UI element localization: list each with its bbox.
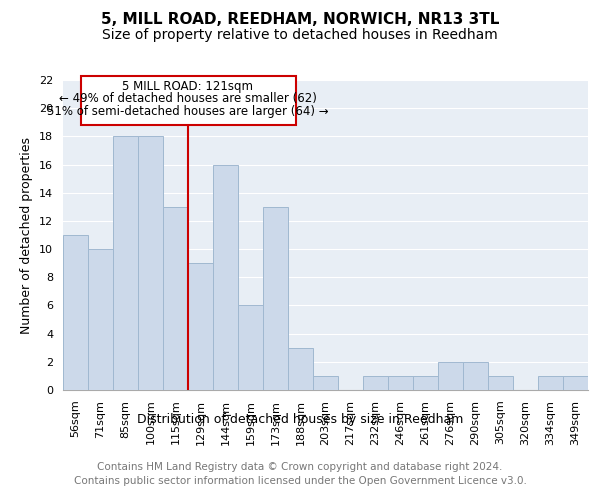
Text: Contains public sector information licensed under the Open Government Licence v3: Contains public sector information licen… bbox=[74, 476, 526, 486]
Text: ← 49% of detached houses are smaller (62): ← 49% of detached houses are smaller (62… bbox=[59, 92, 317, 106]
Bar bbox=[538, 376, 563, 390]
Text: Distribution of detached houses by size in Reedham: Distribution of detached houses by size … bbox=[137, 412, 463, 426]
Bar bbox=[463, 362, 488, 390]
Bar bbox=[413, 376, 438, 390]
Bar bbox=[313, 376, 338, 390]
Bar bbox=[238, 306, 263, 390]
Bar bbox=[388, 376, 413, 390]
Bar bbox=[563, 376, 588, 390]
Text: 5 MILL ROAD: 121sqm: 5 MILL ROAD: 121sqm bbox=[122, 80, 254, 92]
Text: 5, MILL ROAD, REEDHAM, NORWICH, NR13 3TL: 5, MILL ROAD, REEDHAM, NORWICH, NR13 3TL bbox=[101, 12, 499, 28]
Y-axis label: Number of detached properties: Number of detached properties bbox=[20, 136, 34, 334]
Bar bbox=[263, 207, 288, 390]
Bar bbox=[163, 207, 188, 390]
Text: 51% of semi-detached houses are larger (64) →: 51% of semi-detached houses are larger (… bbox=[47, 105, 329, 118]
Bar bbox=[438, 362, 463, 390]
Bar bbox=[113, 136, 138, 390]
Text: Contains HM Land Registry data © Crown copyright and database right 2024.: Contains HM Land Registry data © Crown c… bbox=[97, 462, 503, 472]
Bar bbox=[88, 249, 113, 390]
Text: Size of property relative to detached houses in Reedham: Size of property relative to detached ho… bbox=[102, 28, 498, 42]
Bar bbox=[188, 263, 213, 390]
Bar bbox=[213, 164, 238, 390]
Bar bbox=[488, 376, 513, 390]
Bar bbox=[288, 348, 313, 390]
Bar bbox=[138, 136, 163, 390]
FancyBboxPatch shape bbox=[80, 76, 296, 125]
Bar bbox=[363, 376, 388, 390]
Bar bbox=[63, 235, 88, 390]
